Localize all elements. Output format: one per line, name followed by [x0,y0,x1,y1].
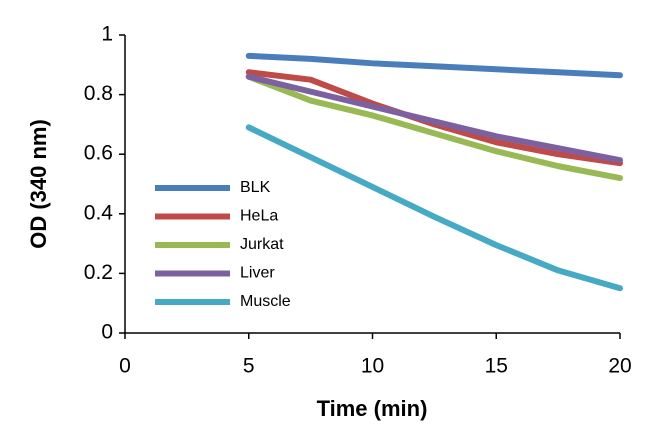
x-tick-label: 10 [361,355,384,378]
y-tick-label: 0.4 [84,201,114,224]
x-axis-title: Time (min) [317,396,428,421]
legend-label: Jurkat [240,236,284,253]
series-line [245,73,623,182]
y-tick-label: 0.6 [84,142,113,165]
y-tick-label: 1 [101,23,113,46]
series-line [245,73,623,164]
legend-label: Muscle [240,293,291,310]
legend-label: HeLa [240,208,278,225]
x-tick-label: 0 [119,355,131,378]
y-tick-label: 0.2 [84,261,113,284]
y-tick-label: 0 [101,321,113,344]
x-tick-label: 20 [608,355,631,378]
legend-label: Liver [240,265,275,282]
x-tick-label: 5 [243,355,255,378]
x-tick-label: 15 [485,355,508,378]
y-tick-label: 0.8 [84,82,113,105]
legend-label: BLK [240,179,271,196]
series-line [245,124,623,292]
series-line [245,52,623,79]
y-axis-title: OD (340 nm) [26,119,51,249]
